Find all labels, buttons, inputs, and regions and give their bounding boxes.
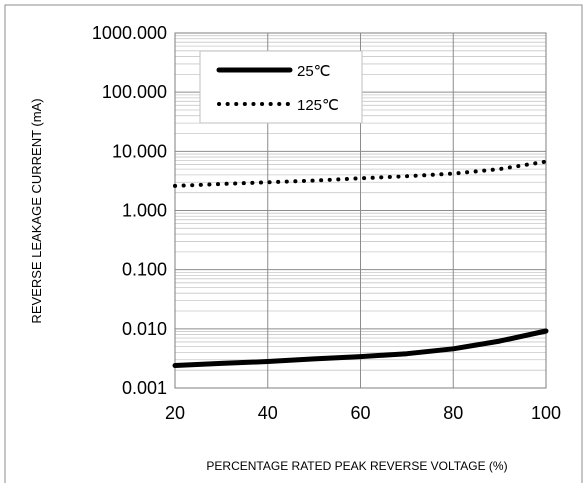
x-tick-label: 80 (443, 403, 463, 423)
x-tick-label: 40 (258, 403, 278, 423)
legend-label-1: 25℃ (297, 63, 331, 80)
y-tick-label: 1000.000 (92, 23, 167, 43)
y-tick-label: 100.000 (102, 82, 167, 102)
legend: 25℃ 125℃ (200, 51, 362, 123)
x-tick-label: 60 (350, 403, 370, 423)
y-tick-label: 0.100 (122, 260, 167, 280)
legend-label-2: 125℃ (297, 97, 339, 114)
y-axis-label: REVERSE LEAKAGE CURRENT (mA) (29, 98, 44, 323)
y-tick-label: 1.000 (122, 201, 167, 221)
y-tick-label: 0.010 (122, 319, 167, 339)
x-axis-label: PERCENTAGE RATED PEAK REVERSE VOLTAGE (%… (206, 459, 507, 473)
x-tick-label: 20 (165, 403, 185, 423)
y-tick-label: 0.001 (122, 378, 167, 398)
x-tick-label: 100 (531, 403, 561, 423)
y-tick-label: 10.000 (112, 141, 167, 161)
